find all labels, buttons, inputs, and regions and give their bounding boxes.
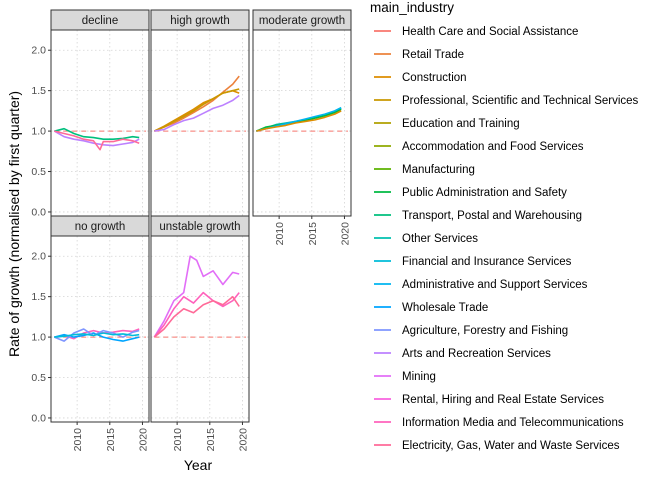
legend-item: Retail Trade xyxy=(374,49,464,61)
facet-strip-label: no growth xyxy=(75,221,126,233)
plot-area xyxy=(151,30,249,216)
legend-label: Construction xyxy=(402,72,467,84)
series-line xyxy=(153,255,240,338)
y-tick-label: 2.0 xyxy=(31,251,46,263)
x-tick-label: 2015 xyxy=(205,428,217,452)
legend-label: Manufacturing xyxy=(402,164,475,176)
facet-panel: high growth xyxy=(150,9,250,217)
panels-layer: decline 0.0 0.5 1.0 1.5 2.0 high growth moderat… xyxy=(31,9,352,452)
legend-label: Agriculture, Forestry and Fishing xyxy=(402,325,568,337)
legend-label: Retail Trade xyxy=(402,49,464,61)
y-tick-label: 1.5 xyxy=(31,291,46,303)
legend-label: Education and Training xyxy=(402,118,520,130)
y-tick-label: 0.0 xyxy=(31,412,46,424)
legend-label: Electricity, Gas, Water and Waste Servic… xyxy=(402,440,620,452)
x-tick-label: 2015 xyxy=(105,428,117,452)
plot-area xyxy=(253,30,351,216)
legend-item: Administrative and Support Services xyxy=(374,279,588,291)
legend-item: Electricity, Gas, Water and Waste Servic… xyxy=(374,440,620,452)
panel-border xyxy=(252,29,352,217)
legend-label: Transport, Postal and Warehousing xyxy=(402,210,582,222)
y-tick-label: 0.5 xyxy=(31,166,46,178)
y-axis-title: Rate of growth (normalised by first quar… xyxy=(6,91,22,357)
legend-label: Other Services xyxy=(402,233,478,245)
facet-panel: moderate growth xyxy=(252,9,352,217)
legend-label: Public Administration and Safety xyxy=(402,187,567,199)
legend-title: main_industry xyxy=(370,0,454,15)
series-line xyxy=(153,88,240,132)
x-tick-label: 2010 xyxy=(72,428,84,452)
x-axis-title: Year xyxy=(184,457,213,473)
x-tick-label: 2010 xyxy=(274,222,286,246)
legend-item: Agriculture, Forestry and Fishing xyxy=(374,325,568,337)
legend-label: Professional, Scientific and Technical S… xyxy=(402,95,639,107)
legend-item: Arts and Recreation Services xyxy=(374,348,551,360)
y-tick-label: 1.0 xyxy=(31,332,46,344)
legend-item: Other Services xyxy=(374,233,478,245)
series-line xyxy=(154,94,240,132)
legend-item: Rental, Hiring and Real Estate Services xyxy=(374,394,604,406)
legend-label: Rental, Hiring and Real Estate Services xyxy=(402,394,604,406)
x-tick-label: 2010 xyxy=(172,428,184,452)
x-tick-label: 2015 xyxy=(307,222,319,246)
legend-item: Construction xyxy=(374,72,467,84)
legend-item: Professional, Scientific and Technical S… xyxy=(374,95,639,107)
facet-strip-label: unstable growth xyxy=(159,221,240,233)
legend: Health Care and Social Assistance Retail … xyxy=(374,26,639,452)
y-tick-label: 2.0 xyxy=(31,45,46,57)
x-tick-label: 2020 xyxy=(339,222,351,246)
panel-border xyxy=(150,235,250,423)
legend-item: Education and Training xyxy=(374,118,520,130)
y-tick-label: 1.0 xyxy=(31,126,46,138)
legend-item: Health Care and Social Assistance xyxy=(374,26,578,38)
facet-panel: no growth 0.0 0.5 1.0 1.5 2.0 xyxy=(31,215,150,424)
series-line xyxy=(153,291,240,338)
plot-area xyxy=(151,236,249,422)
panel-border xyxy=(50,235,150,423)
series-line xyxy=(54,127,140,140)
facet-panel: unstable growth xyxy=(150,215,250,423)
legend-label: Mining xyxy=(402,371,436,383)
legend-item: Information Media and Telecommunications xyxy=(374,417,624,429)
legend-item: Mining xyxy=(374,371,436,383)
facet-strip-label: decline xyxy=(82,15,118,27)
y-tick-label: 0.5 xyxy=(31,372,46,384)
y-tick-label: 0.0 xyxy=(31,206,46,218)
legend-label: Information Media and Telecommunications xyxy=(402,417,624,429)
series-line xyxy=(54,130,140,151)
plot-area xyxy=(51,30,149,216)
legend-label: Accommodation and Food Services xyxy=(402,141,584,153)
facet-strip-label: high growth xyxy=(170,15,229,27)
series-line xyxy=(153,295,240,338)
y-tick-label: 1.5 xyxy=(31,85,46,97)
plot-area xyxy=(51,236,149,422)
legend-item: Public Administration and Safety xyxy=(374,187,567,199)
legend-item: Transport, Postal and Warehousing xyxy=(374,210,582,222)
legend-label: Arts and Recreation Services xyxy=(402,348,551,360)
x-tick-label: 2020 xyxy=(137,428,149,452)
legend-item: Accommodation and Food Services xyxy=(374,141,584,153)
series-line xyxy=(54,332,140,338)
legend-label: Wholesale Trade xyxy=(402,302,488,314)
x-tick-label: 2020 xyxy=(237,428,249,452)
legend-item: Manufacturing xyxy=(374,164,475,176)
legend-label: Administrative and Support Services xyxy=(402,279,588,291)
legend-item: Financial and Insurance Services xyxy=(374,256,572,268)
facet-panel: decline 0.0 0.5 1.0 1.5 2.0 xyxy=(31,9,150,218)
facet-strip-label: moderate growth xyxy=(259,15,345,27)
series-line xyxy=(256,110,342,132)
series-line xyxy=(53,130,140,147)
legend-item: Wholesale Trade xyxy=(374,302,488,314)
legend-label: Health Care and Social Assistance xyxy=(402,26,578,38)
legend-label: Financial and Insurance Services xyxy=(402,256,572,268)
